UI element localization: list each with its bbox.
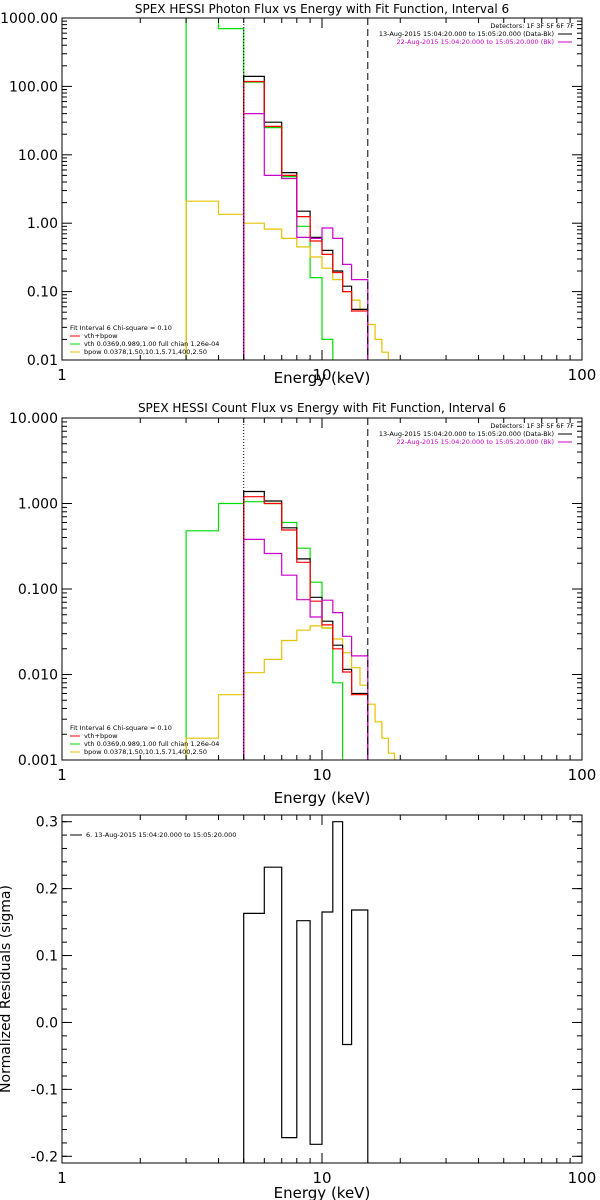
legend-heading: Fit Interval 6 Chi-square = 0.10 bbox=[70, 324, 172, 332]
legend-label: 6. 13-Aug-2015 15:04:20.000 to 15:05:20.… bbox=[86, 831, 236, 839]
y-tick-label: 0.001 bbox=[18, 753, 58, 769]
legend-label: bpow 0.0378,1.50,10.1,5.71,400,2.50 bbox=[84, 348, 207, 356]
data-series-group bbox=[243, 821, 369, 1163]
x-tick-label: 100 bbox=[568, 766, 597, 784]
legend: Fit Interval 6 Chi-square = 0.10vth+bpow… bbox=[70, 724, 219, 756]
legend: 6. 13-Aug-2015 15:04:20.000 to 15:05:20.… bbox=[70, 831, 236, 839]
x-axis-label: Energy (keV) bbox=[274, 1184, 371, 1200]
series-line-5 bbox=[243, 113, 369, 360]
series-line-4 bbox=[243, 496, 369, 760]
y-tick-label: -0.2 bbox=[31, 1149, 58, 1165]
time-interval-label: 13-Aug-2015 15:04:20.000 to 15:05:20.000… bbox=[379, 430, 554, 438]
series-line-5 bbox=[243, 538, 369, 760]
x-tick-label: 10 bbox=[312, 766, 331, 784]
series-line-3 bbox=[243, 75, 369, 360]
x-tick-label: 1 bbox=[57, 1169, 67, 1187]
x-axis-label: Energy (keV) bbox=[274, 789, 371, 807]
data-series-group bbox=[185, 18, 389, 360]
data-series-group bbox=[185, 490, 396, 760]
panel-3: 1 10 100 -0.2 -0.1 0.0 0.1 0.2 0.3 Energy (keV) No… bbox=[0, 814, 597, 1200]
y-tick-label: 0.3 bbox=[36, 815, 58, 831]
y-tick-label: 0.01 bbox=[27, 353, 58, 369]
legend-label: vth+bpow bbox=[84, 332, 118, 340]
y-tick-label: -0.1 bbox=[31, 1082, 58, 1098]
panel-2: 1 10 100 0.001 0.010 0.100 1.000 10.000 SPEX HES… bbox=[9, 401, 596, 807]
x-tick-label: 1 bbox=[57, 366, 67, 384]
legend-heading: Fit Interval 6 Chi-square = 0.10 bbox=[70, 724, 172, 732]
y-tick-label: 100.00 bbox=[9, 79, 58, 95]
y-tick-label: 0.100 bbox=[18, 582, 58, 598]
y-tick-label: 0.1 bbox=[36, 949, 58, 965]
y-tick-label: 0.10 bbox=[27, 285, 58, 301]
y-tick-label: 0.0 bbox=[36, 1015, 58, 1031]
legend-label: vth 0.0369,0.989,1.00 full chian 1.26e-0… bbox=[84, 340, 219, 348]
y-tick-label: 10.00 bbox=[18, 148, 58, 164]
legend-label: bpow 0.0378,1.50,10.1,5.71,400,2.50 bbox=[84, 748, 207, 756]
detectors-label: Detectors: 1F 3F 5F 6F 7F bbox=[490, 22, 574, 30]
time-interval-label: 13-Aug-2015 15:04:20.000 to 15:05:20.000… bbox=[379, 30, 554, 38]
x-tick-label: 100 bbox=[568, 366, 597, 384]
legend-label: vth 0.0369,0.989,1.00 full chian 1.26e-0… bbox=[84, 740, 219, 748]
series-line-4 bbox=[243, 80, 369, 360]
series-line-3 bbox=[243, 490, 369, 760]
chart-title: SPEX HESSI Photon Flux vs Energy with Fi… bbox=[135, 2, 509, 16]
legend: Fit Interval 6 Chi-square = 0.10vth+bpow… bbox=[70, 324, 219, 356]
y-tick-label: 1.00 bbox=[27, 216, 58, 232]
y-tick-label: 10.000 bbox=[9, 411, 58, 427]
x-axis-label: Energy (keV) bbox=[274, 369, 371, 387]
legend-label: vth+bpow bbox=[84, 732, 118, 740]
x-tick-label: 1 bbox=[57, 766, 67, 784]
x-tick-label: 10 bbox=[312, 366, 331, 384]
y-tick-label: 1.000 bbox=[18, 497, 58, 513]
x-tick-label: 100 bbox=[568, 1169, 597, 1187]
chart-title: SPEX HESSI Count Flux vs Energy with Fit… bbox=[138, 401, 506, 415]
x-tick-label: 10 bbox=[312, 1169, 331, 1187]
series-line-1 bbox=[243, 821, 369, 1163]
y-tick-label: 0.2 bbox=[36, 882, 58, 898]
y-axis-label: Normalized Residuals (sigma) bbox=[0, 885, 14, 1093]
time-interval-label: 22-Aug-2015 15:04:20.000 to 15:05:20.000… bbox=[397, 38, 554, 46]
y-tick-label: 0.010 bbox=[18, 668, 58, 684]
panel-1: 1 10 100 0.01 0.10 1.00 10.00 100.00 1000.00 SPEX… bbox=[0, 2, 596, 387]
detectors-label: Detectors: 1F 3F 5F 6F 7F bbox=[490, 422, 574, 430]
time-interval-label: 22-Aug-2015 15:04:20.000 to 15:05:20.000… bbox=[397, 438, 554, 446]
series-line-2 bbox=[185, 200, 389, 360]
y-tick-label: 1000.00 bbox=[0, 11, 58, 27]
